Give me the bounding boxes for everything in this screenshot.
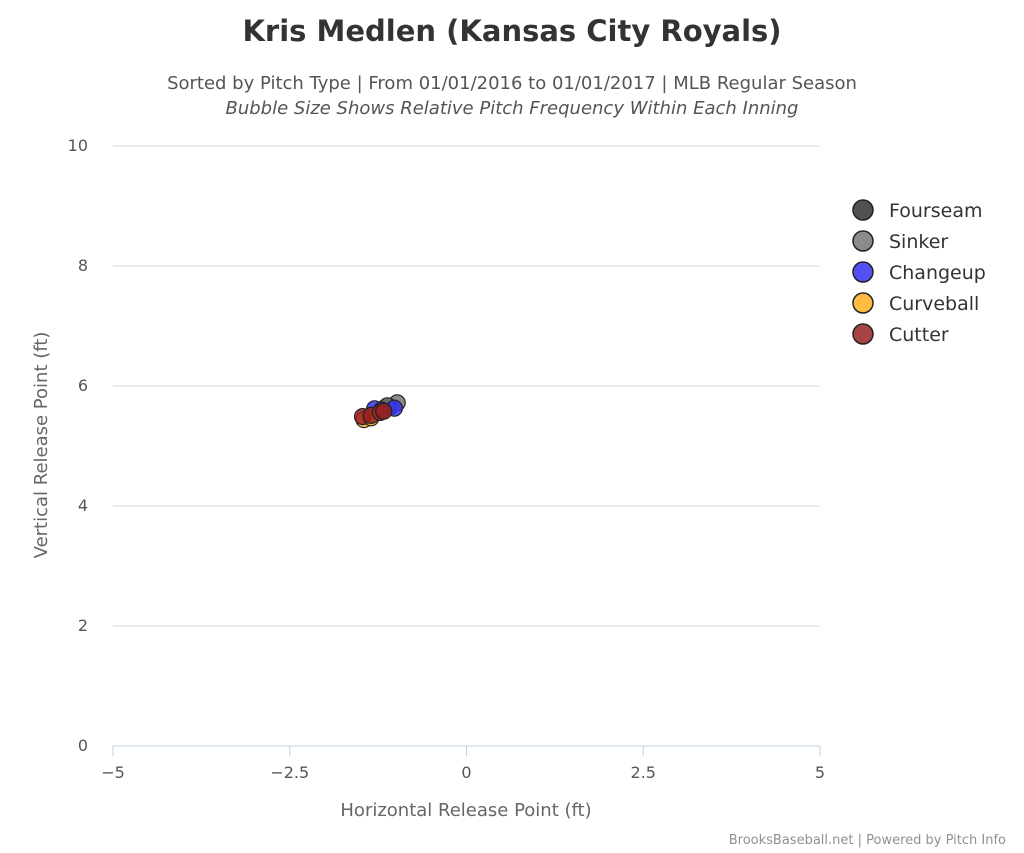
legend-label: Changeup	[889, 262, 986, 284]
chart-subtitle-bubble-size: Bubble Size Shows Relative Pitch Frequen…	[225, 98, 798, 119]
legend-item-cutter[interactable]: Cutter	[852, 323, 949, 346]
data-points	[353, 394, 406, 429]
legend: Fourseam Sinker Changeup Curveball Cutter	[852, 199, 986, 346]
x-tick-label: −5	[101, 763, 125, 782]
y-axis-title: Vertical Release Point (ft)	[31, 332, 52, 559]
legend-label: Cutter	[889, 324, 949, 346]
legend-item-fourseam[interactable]: Fourseam	[852, 199, 982, 222]
x-tick-label: 2.5	[631, 763, 656, 782]
data-point-cutter[interactable]	[375, 402, 393, 420]
chart-subtitle: Sorted by Pitch Type | From 01/01/2016 t…	[167, 73, 857, 94]
legend-marker	[852, 292, 874, 314]
y-tick-label: 8	[78, 256, 88, 275]
credits[interactable]: BrooksBaseball.net | Powered by Pitch In…	[729, 833, 1006, 848]
y-tick-label: 2	[78, 616, 88, 635]
chart-title: Kris Medlen (Kansas City Royals)	[242, 14, 781, 48]
legend-label: Sinker	[889, 231, 948, 253]
x-tick-label: −2.5	[270, 763, 309, 782]
y-tick-label: 0	[78, 736, 88, 755]
legend-label: Curveball	[889, 293, 979, 315]
legend-item-sinker[interactable]: Sinker	[852, 230, 948, 253]
y-tick-label: 10	[68, 136, 88, 155]
legend-label: Fourseam	[889, 200, 982, 222]
legend-marker	[852, 323, 874, 345]
legend-item-curveball[interactable]: Curveball	[852, 292, 979, 315]
legend-marker	[852, 261, 874, 283]
grid-lines	[113, 145, 820, 627]
y-tick-label: 6	[78, 376, 88, 395]
y-axis-ticks: 0 2 4 6 8 10	[68, 136, 88, 755]
series-cutter	[353, 402, 393, 426]
x-axis-title: Horizontal Release Point (ft)	[340, 800, 591, 821]
x-tick-label: 0	[461, 763, 471, 782]
x-axis-ticks: −5 −2.5 0 2.5 5	[101, 746, 825, 782]
legend-marker	[852, 199, 874, 221]
x-tick-label: 5	[815, 763, 825, 782]
legend-marker	[852, 230, 874, 252]
legend-item-changeup[interactable]: Changeup	[852, 261, 986, 284]
y-tick-label: 4	[78, 496, 88, 515]
